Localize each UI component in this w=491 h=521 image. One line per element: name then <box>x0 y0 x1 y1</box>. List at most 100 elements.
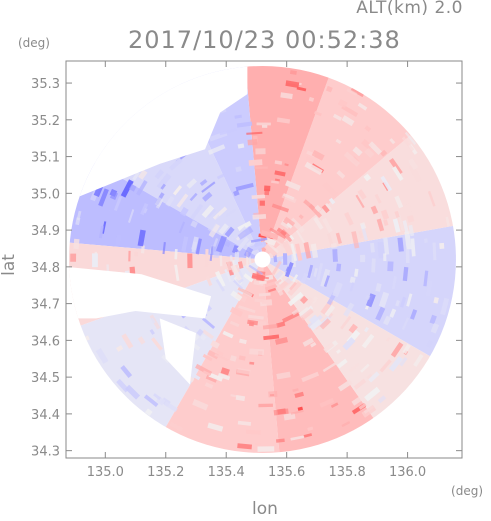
velocity-speckle <box>95 348 109 364</box>
velocity-speckle <box>247 319 259 326</box>
velocity-speckle <box>349 362 360 373</box>
velocity-speckle <box>404 203 412 213</box>
velocity-speckle <box>340 315 352 330</box>
y-tick-label: 34.3 <box>31 445 60 460</box>
velocity-speckle <box>308 96 315 102</box>
velocity-speckle <box>332 113 343 121</box>
velocity-speckle <box>326 85 333 93</box>
velocity-speckle <box>216 350 224 356</box>
velocity-speckle <box>274 160 283 165</box>
velocity-speckle <box>281 193 297 204</box>
velocity-speckle <box>269 227 287 239</box>
velocity-speckle <box>405 248 410 264</box>
velocity-speckle <box>285 80 300 88</box>
velocity-speckle <box>343 302 355 317</box>
velocity-speckle <box>140 245 145 254</box>
x-axis-unit: (deg) <box>451 484 483 498</box>
velocity-speckle <box>363 173 372 182</box>
x-tick-label: 135.2 <box>147 465 184 480</box>
velocity-speckle <box>128 183 137 192</box>
velocity-speckle <box>222 330 234 339</box>
velocity-speckle <box>392 218 401 233</box>
y-axis-unit: (deg) <box>18 36 50 50</box>
velocity-speckle <box>214 270 226 288</box>
velocity-speckle <box>267 287 277 293</box>
velocity-speckle <box>282 240 294 257</box>
velocity-speckle <box>397 214 405 232</box>
velocity-speckle <box>261 299 272 305</box>
velocity-speckle <box>258 403 273 408</box>
velocity-speckle <box>323 342 335 353</box>
velocity-speckle <box>151 337 163 351</box>
velocity-speckle <box>319 318 332 330</box>
velocity-speckle <box>359 222 367 230</box>
velocity-speckle <box>132 171 140 181</box>
velocity-speckle <box>271 180 279 184</box>
velocity-speckle <box>274 277 285 288</box>
velocity-speckle <box>352 146 363 157</box>
velocity-speckle <box>191 236 199 251</box>
velocity-speckle <box>274 178 280 182</box>
velocity-speckle <box>363 405 375 414</box>
velocity-speckle <box>107 202 113 211</box>
velocity-speckle <box>316 262 324 281</box>
velocity-speckle <box>116 378 130 393</box>
velocity-speckle <box>357 189 367 200</box>
plot-frame <box>65 60 463 459</box>
velocity-speckle <box>336 170 346 179</box>
velocity-speckle <box>187 253 193 269</box>
velocity-speckle <box>292 388 299 392</box>
velocity-speckle <box>402 220 409 234</box>
y-tick-label: 34.6 <box>31 334 60 349</box>
velocity-speckle <box>274 336 288 345</box>
velocity-speckle <box>377 241 385 259</box>
velocity-speckle <box>337 99 348 108</box>
velocity-speckle <box>358 403 367 410</box>
velocity-speckle <box>214 353 229 362</box>
velocity-speckle <box>229 306 244 318</box>
velocity-speckle <box>176 193 189 208</box>
velocity-speckle <box>375 283 382 292</box>
velocity-speckle <box>383 219 389 226</box>
velocity-speckle <box>70 253 77 262</box>
velocity-speckle <box>98 188 109 207</box>
velocity-speckle <box>341 421 351 428</box>
velocity-speckle <box>207 214 222 232</box>
velocity-speckle <box>154 196 164 207</box>
velocity-speckle <box>304 161 323 176</box>
velocity-speckle <box>276 321 286 328</box>
velocity-speckle <box>165 195 175 207</box>
velocity-speckle <box>255 442 261 445</box>
velocity-speckle <box>360 363 370 373</box>
velocity-speckle <box>233 279 244 290</box>
x-tick-label: 135.6 <box>268 465 305 480</box>
velocity-speckle <box>313 216 324 230</box>
velocity-speckle <box>215 235 227 253</box>
velocity-speckle <box>311 150 325 161</box>
velocity-speckle <box>423 270 429 287</box>
velocity-speckle <box>280 92 293 100</box>
no-data-southwest-notch <box>159 318 196 385</box>
velocity-speckle <box>207 144 226 155</box>
velocity-speckle <box>160 183 166 190</box>
velocity-speckle <box>154 169 165 180</box>
velocity-speckle <box>120 179 134 198</box>
velocity-speckle <box>230 290 243 302</box>
velocity-speckle <box>302 337 315 347</box>
velocity-speckle <box>276 227 287 237</box>
velocity-speckle <box>229 355 237 362</box>
velocity-speckle <box>238 355 246 361</box>
altitude-label: ALT(km) 2.0 <box>356 0 463 18</box>
velocity-speckle <box>248 264 264 276</box>
x-axis-title: lon <box>252 499 278 519</box>
velocity-speckle <box>275 438 285 443</box>
radar-field <box>69 66 456 453</box>
velocity-speckle <box>387 261 394 272</box>
velocity-speckle <box>236 236 250 252</box>
velocity-speckle <box>190 220 198 228</box>
velocity-speckle <box>92 253 98 268</box>
velocity-speckle <box>128 250 131 262</box>
velocity-speckle <box>204 249 209 267</box>
velocity-speckle <box>379 359 392 373</box>
velocity-speckle <box>335 349 342 354</box>
